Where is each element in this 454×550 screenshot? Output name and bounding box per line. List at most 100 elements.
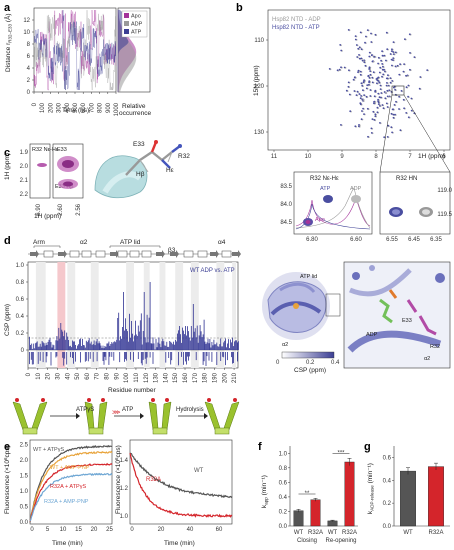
d-csp-bar — [112, 343, 114, 350]
b-peak-atp — [409, 52, 411, 54]
a-ytick-6: 12 — [23, 18, 30, 24]
d-csp-bar — [107, 343, 109, 350]
b-peak-atp — [370, 41, 373, 43]
d-csp-bar — [169, 341, 171, 350]
d-csp-bar-neg — [42, 352, 44, 363]
b-peak-atp — [371, 54, 373, 56]
d-csp-bar-neg — [187, 352, 188, 357]
b-peak-atp — [398, 108, 400, 110]
b-peak-atp — [385, 31, 388, 34]
e-left-xtick-0: 0 — [30, 527, 34, 533]
e-right-xtick-0: 0 — [130, 527, 134, 533]
d-csp-bar — [180, 334, 181, 350]
d-csp-bar — [168, 346, 170, 350]
b-peak-atp — [380, 59, 382, 62]
d-csp-bar — [172, 344, 174, 350]
d-csp-bar — [66, 332, 68, 350]
a-ytick-0: 0 — [27, 90, 31, 96]
b-peak-atp — [369, 89, 372, 91]
b-peak-atp — [381, 75, 383, 78]
e-left-ytick-3: 1.5 — [20, 474, 29, 480]
d-structure-overview: ATP lid α2 — [256, 262, 341, 348]
b-peak-atp — [363, 80, 365, 82]
d-csp-bar-neg — [195, 352, 197, 361]
b-in1-ytick-1: 84.0 — [280, 202, 292, 208]
b-in1-ytick-2: 84.5 — [280, 220, 292, 226]
b-peak-atp — [371, 118, 374, 120]
d-ytick-5: 1.0 — [16, 263, 25, 269]
d-csp-bar — [83, 345, 84, 350]
b-zoom-box — [391, 85, 405, 96]
d-struct-alpha2: α2 — [424, 356, 430, 362]
c-ytick-2: 2.1 — [20, 178, 29, 184]
d-csp-bar — [57, 340, 59, 350]
d-csp-bar-neg — [146, 352, 148, 358]
b-inset1-ticks: 83.5 84.0 84.5 6.80 6.60 — [280, 184, 362, 243]
d-csp-bar — [200, 331, 202, 350]
d-csp-bar-neg — [186, 352, 187, 365]
b-peak-atp — [380, 92, 383, 94]
d-csp-bar-neg — [202, 352, 204, 365]
b-peak-atp — [370, 132, 373, 134]
b-peak-atp — [361, 110, 363, 112]
d-csp-bar — [68, 340, 69, 350]
d-csp-bar — [138, 331, 140, 350]
a-legend-atp: ATP — [131, 30, 142, 36]
d-xtick-5: 50 — [75, 372, 81, 379]
d-sse-band-2 — [90, 262, 99, 368]
d-helix-13 — [197, 250, 208, 258]
d-csp-bar — [72, 340, 73, 350]
b-peak-atp — [338, 68, 341, 71]
d-alpha2-label: α2 — [80, 239, 88, 246]
e-hsp90-dimer — [148, 398, 172, 435]
d-csp-bar — [135, 334, 137, 350]
b-peak-atp — [383, 91, 386, 93]
b-peak-atp — [368, 81, 370, 84]
f-ytick-1: 0.2 — [279, 509, 288, 515]
d-csp-bar-neg — [84, 352, 86, 362]
d-csp-bar — [50, 342, 52, 350]
d-csp-bar-neg — [225, 352, 226, 366]
d-strand-16 — [232, 250, 241, 258]
d-csp-bar-neg — [37, 352, 39, 364]
f-ytick-4: 0.8 — [279, 466, 288, 472]
d-csp-bar-neg — [231, 352, 232, 358]
d-csp-bar — [134, 335, 135, 350]
b-peak-atp — [373, 100, 375, 103]
f-xtick-3: R32A — [342, 530, 357, 536]
d-csp-bar-neg — [102, 352, 104, 361]
a-ytick-2: 4 — [27, 66, 31, 72]
d-csp-bar — [230, 339, 231, 350]
c-x-label: 1H (ppm) — [34, 213, 61, 220]
d-csp-bar — [30, 345, 31, 350]
d-strand-14 — [210, 250, 219, 258]
panel-d: Arm α2 ATP lid β3 α4 WT ADP vs. ATP 0 0.2… — [4, 239, 451, 394]
e-left-ytick-1: 0.5 — [20, 505, 29, 511]
b-peak-atp — [426, 69, 429, 71]
f-ytick-3: 0.6 — [279, 480, 288, 486]
d-sse-band-0 — [35, 262, 46, 368]
b-peak-atp — [386, 89, 389, 92]
d-alpha4-label: α4 — [218, 239, 226, 246]
b-legend-adp: Hsp82 NTD - ADP — [272, 17, 321, 23]
b-peak-atp — [358, 46, 361, 49]
d-sse-band-3 — [126, 262, 134, 368]
d-csp-bar — [171, 342, 173, 350]
d-csp-bar — [184, 334, 185, 350]
b-peak-atp — [400, 90, 403, 92]
d-csp-bar — [139, 320, 141, 350]
b-peak-atp — [377, 103, 380, 105]
d-ytick-0: 0 — [21, 348, 25, 354]
d-csp-bar — [224, 340, 226, 350]
b-peak-atp — [365, 87, 368, 90]
d-csp-bar — [51, 347, 53, 350]
d-csp-bar — [137, 325, 139, 350]
d-csp-bar — [35, 342, 37, 350]
b-peak-atp — [405, 86, 408, 89]
e-x-label-left: Time (min) — [52, 540, 83, 547]
b-peak-atp — [370, 127, 373, 130]
a-xtick-6: 600 — [81, 102, 87, 113]
b-in2-xtick-2: 6.35 — [430, 237, 442, 243]
b-peak-atp — [384, 70, 386, 73]
d-sse-band-8 — [216, 262, 225, 368]
